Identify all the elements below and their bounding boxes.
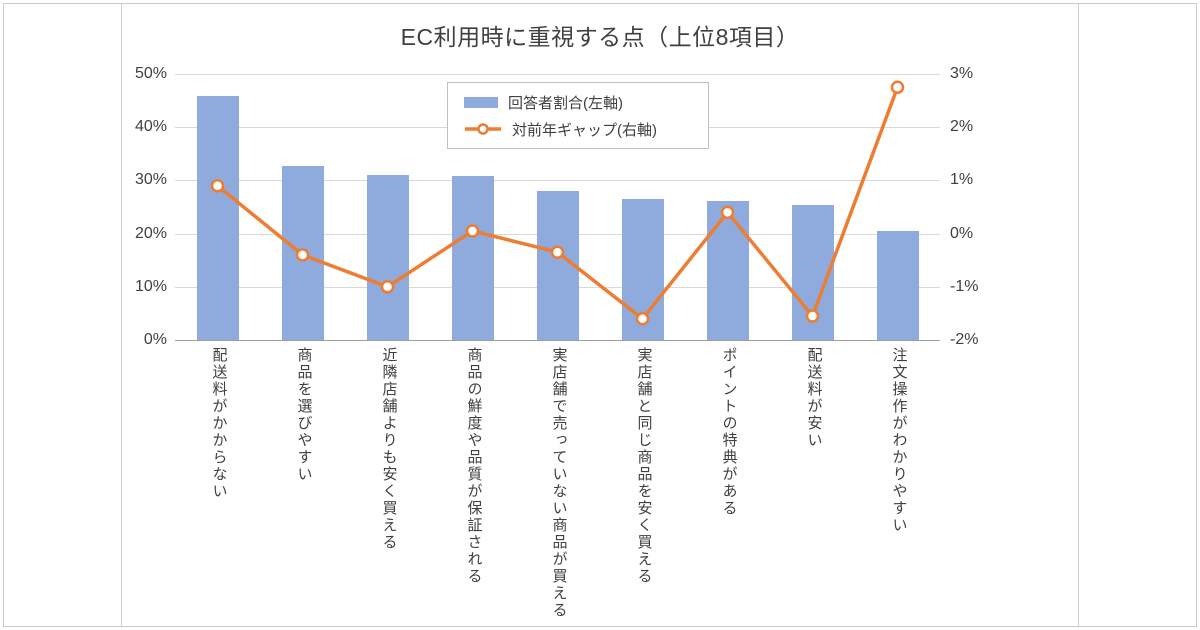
line-marker-4	[550, 245, 565, 259]
line-marker-swatch-icon	[465, 123, 501, 135]
line-marker-3	[465, 224, 480, 238]
category-label: 実店舗で売っていない商品が買える	[550, 347, 568, 619]
category-label: 近隣店舗よりも安く買える	[380, 347, 398, 551]
category-label: 配送料がかからない	[210, 347, 228, 500]
legend-label-bar-series: 回答者割合(左軸)	[508, 94, 623, 112]
right-axis-tick-label: -2%	[950, 331, 979, 348]
line-marker-8	[890, 80, 905, 95]
category-label: 商品の鮮度や品質が保証される	[465, 347, 483, 585]
legend-item-line-series: 対前年ギャップ(右軸)	[464, 119, 692, 139]
chart-legend: 回答者割合(左軸) 対前年ギャップ(右軸)	[447, 82, 709, 149]
plot-area: 回答者割合(左軸) 対前年ギャップ(右軸)	[175, 74, 940, 341]
right-axis-tick-label: 3%	[950, 65, 974, 82]
right-axis-tick-label: 1%	[950, 171, 974, 189]
bar-4	[536, 191, 579, 340]
line-marker-0	[210, 178, 225, 193]
category-label: 実店舗と同じ商品を安く買える	[635, 347, 653, 585]
category-label: 注文操作がわかりやすい	[890, 347, 908, 534]
bar-swatch-icon	[464, 96, 498, 108]
left-axis-tick-label: 50%	[134, 65, 167, 82]
gridline	[175, 180, 940, 182]
left-axis-tick-label: 10%	[134, 277, 167, 295]
bar-8	[876, 230, 919, 340]
category-label: 配送料が安い	[805, 347, 823, 449]
line-marker-5	[635, 311, 650, 326]
left-axis-tick-label: 0%	[143, 331, 167, 348]
chart-frame: EC利用時に重視する点（上位8項目） 回答者割合(左軸) 対前年ギャップ(右軸)…	[121, 4, 1079, 626]
left-axis-tick-label: 40%	[134, 118, 167, 136]
bar-0	[196, 96, 239, 340]
left-axis-tick-label: 30%	[134, 171, 167, 189]
category-label: ポイントの特典がある	[720, 347, 738, 517]
bar-3	[451, 176, 494, 340]
chart-title: EC利用時に重視する点（上位8項目）	[400, 24, 800, 50]
line-marker-1	[295, 248, 310, 262]
line-marker-6	[720, 205, 735, 220]
x-axis-line	[175, 340, 940, 341]
legend-item-bar-series: 回答者割合(左軸)	[464, 92, 692, 112]
bar-6	[706, 200, 749, 340]
right-axis-tick-label: -1%	[950, 277, 979, 295]
right-axis-tick-label: 0%	[950, 224, 974, 242]
bar-2	[366, 175, 409, 340]
category-label: 商品を選びやすい	[295, 347, 313, 483]
left-axis-tick-label: 20%	[134, 224, 167, 242]
line-marker-2	[380, 280, 395, 294]
line-marker-7	[805, 309, 820, 323]
legend-label-line-series: 対前年ギャップ(右軸)	[512, 121, 657, 139]
right-axis-tick-label: 2%	[950, 118, 974, 136]
gridline	[175, 74, 940, 75]
line-series-layer	[210, 80, 905, 326]
